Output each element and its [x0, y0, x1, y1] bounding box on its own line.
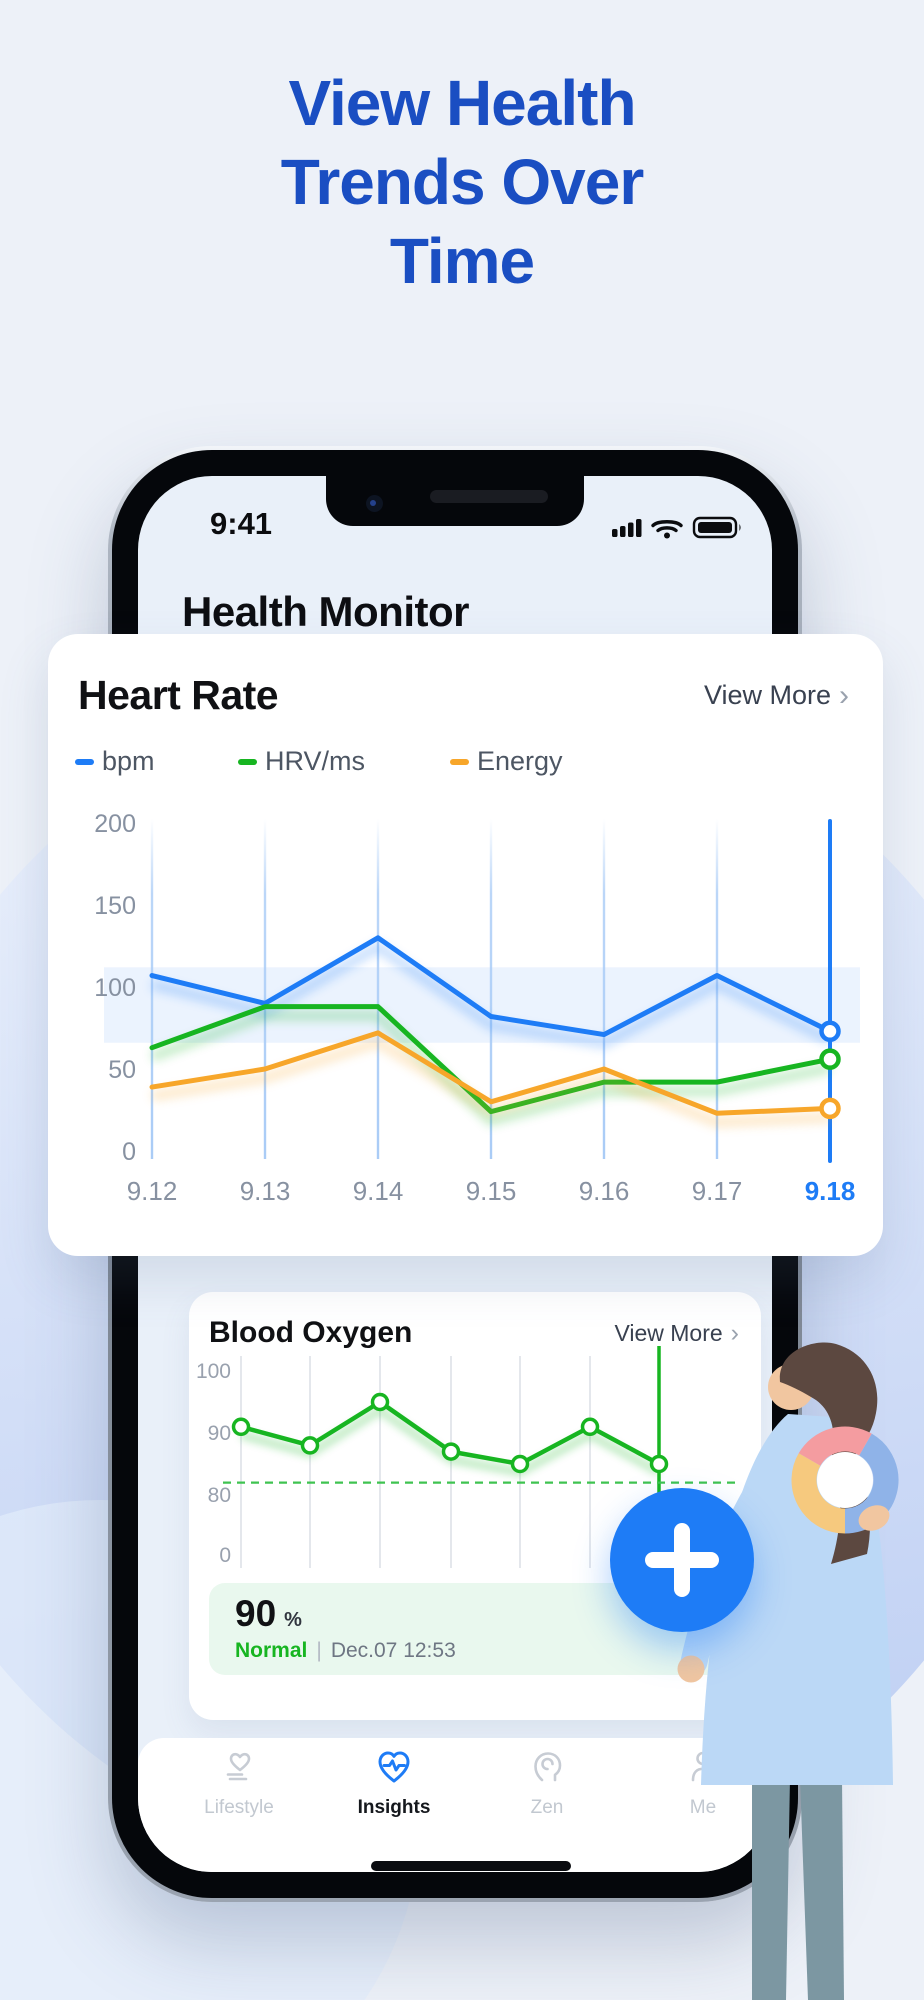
chart-legend: bpm HRV/ms Energy	[75, 746, 563, 777]
page-title-line-1: View Health	[288, 67, 636, 139]
plus-icon	[645, 1523, 719, 1597]
svg-text:50: 50	[108, 1056, 136, 1084]
svg-text:200: 200	[94, 810, 136, 838]
legend-item-hrv: HRV/ms	[238, 746, 450, 777]
svg-text:9.15: 9.15	[466, 1176, 517, 1206]
heart-rate-card: Heart Rate View More › bpm HRV/ms Energy…	[48, 634, 883, 1256]
svg-text:9.17: 9.17	[692, 1176, 743, 1206]
svg-text:100: 100	[196, 1360, 231, 1383]
add-record-button[interactable]	[610, 1488, 754, 1632]
svg-text:9.18: 9.18	[805, 1176, 856, 1206]
legend-dash-green	[238, 758, 257, 765]
svg-text:90: 90	[208, 1422, 231, 1445]
wifi-dot	[664, 532, 670, 539]
legend-dash-blue	[75, 758, 94, 765]
svg-text:80: 80	[208, 1484, 231, 1507]
cellular-signal-icon	[612, 519, 642, 537]
separator: |	[316, 1639, 322, 1662]
left-hand	[677, 1655, 705, 1683]
tab-zen-label: Zen	[530, 1797, 564, 1818]
svg-text:9.16: 9.16	[579, 1176, 630, 1206]
blood-oxygen-view-more-button[interactable]: View More ›	[614, 1319, 739, 1348]
spo2-value: 90	[235, 1593, 277, 1634]
tab-insights[interactable]: Insights	[339, 1744, 449, 1819]
legend-dash-orange	[450, 758, 469, 765]
legs	[752, 1778, 844, 2000]
svg-text:9.13: 9.13	[240, 1176, 291, 1206]
heart-rate-view-more-button[interactable]: View More ›	[704, 679, 849, 713]
svg-text:150: 150	[94, 892, 136, 920]
legend-label: Energy	[477, 746, 563, 776]
page-title-line-3: Time	[389, 225, 535, 297]
front-camera-icon	[366, 495, 383, 512]
chevron-right-icon: ›	[839, 678, 849, 712]
blood-oxygen-title: Blood Oxygen	[209, 1316, 413, 1349]
statusbar-icons	[612, 516, 741, 539]
speaker-grill	[430, 490, 548, 503]
heart-rate-chart: 0 50 100 150 200 9.12 9.13 9.14 9.15 9.16 9.17 9.18	[94, 810, 860, 1206]
chevron-right-icon: ›	[730, 1318, 739, 1347]
tab-insights-label: Insights	[357, 1797, 431, 1818]
notch	[326, 476, 584, 526]
heart-pulse-icon	[378, 1751, 410, 1783]
tab-bar: Lifestyle Insights Z	[138, 1738, 772, 1872]
status-badge: Normal	[235, 1639, 308, 1662]
legend-label: HRV/ms	[265, 746, 366, 776]
heart-rate-view-more-label: View More	[703, 680, 831, 710]
spo2-unit: %	[284, 1609, 302, 1631]
zen-head-icon	[534, 1752, 562, 1782]
tab-me-label: Me	[689, 1797, 717, 1818]
legend-item-bpm: bpm	[75, 746, 238, 777]
svg-text:100: 100	[94, 974, 136, 1002]
heart-rate-title: Heart Rate	[78, 672, 279, 718]
app-header-title: Health Monitor	[182, 588, 469, 635]
svg-text:9.12: 9.12	[127, 1176, 178, 1206]
wifi-icon	[651, 520, 683, 533]
tab-lifestyle-label: Lifestyle	[204, 1797, 274, 1818]
blood-oxygen-view-more-label: View More	[614, 1319, 723, 1346]
tab-lifestyle[interactable]: Lifestyle	[184, 1744, 294, 1819]
svg-text:9.14: 9.14	[353, 1176, 404, 1206]
legend-item-energy: Energy	[450, 746, 563, 777]
heart-hand-icon	[226, 1752, 251, 1781]
page-title: View Health Trends Over Time	[0, 64, 924, 301]
svg-text:0: 0	[122, 1138, 136, 1166]
statusbar-time: 9:41	[210, 506, 273, 541]
svg-text:0: 0	[219, 1544, 231, 1567]
battery-icon	[692, 516, 741, 539]
woman-illustration	[677, 1342, 899, 2000]
tab-zen[interactable]: Zen	[492, 1744, 602, 1819]
right-hand	[858, 1505, 890, 1531]
reading-timestamp: Dec.07 12:53	[330, 1639, 456, 1662]
legend-label: bpm	[102, 746, 155, 776]
home-indicator[interactable]	[371, 1861, 571, 1871]
page-title-line-2: Trends Over	[280, 146, 645, 218]
